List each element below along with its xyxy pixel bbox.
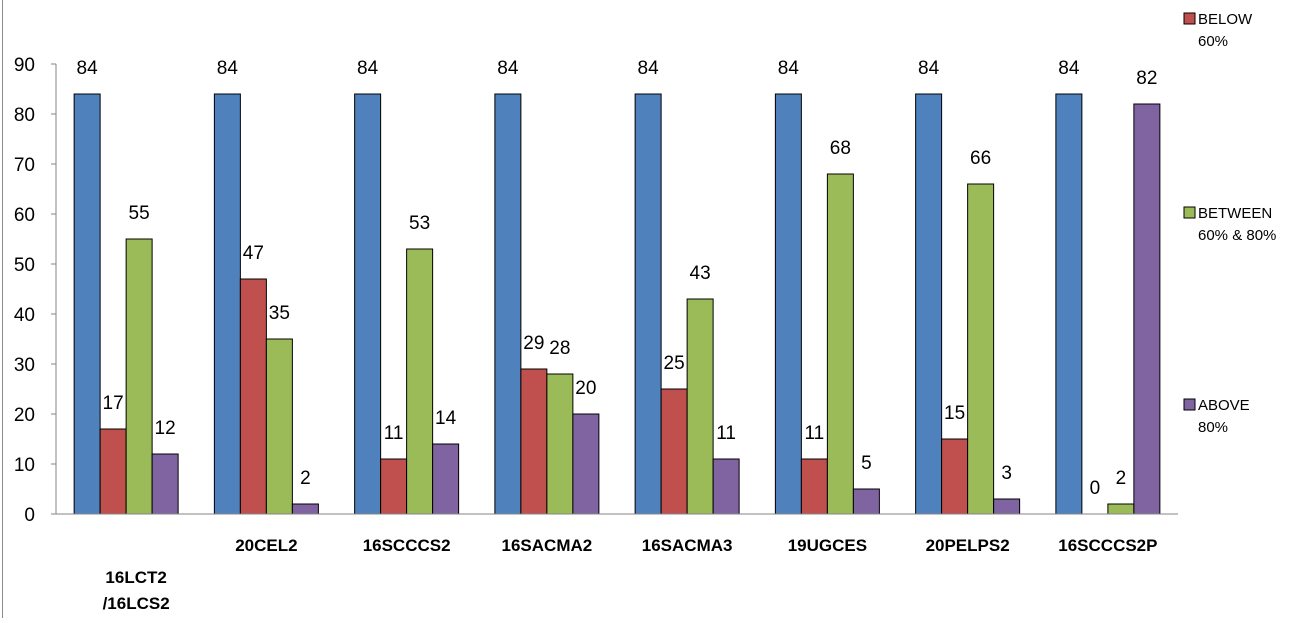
x-tick-label: 16LCT2 [105, 568, 166, 587]
bar [520, 368, 548, 515]
legend-swatch [1183, 398, 1196, 411]
data-label: 84 [778, 58, 800, 79]
bar [432, 443, 460, 515]
x-axis: 16LCT2/16LCS2 20CEL2 16SCCCS2 16SACMA2 16SAC… [56, 513, 1178, 613]
data-label: 15 [944, 403, 965, 424]
data-label: 84 [1058, 58, 1080, 79]
bar [546, 373, 574, 515]
x-tick-label: 19UGCES [788, 536, 867, 555]
legend-swatch [1183, 12, 1196, 25]
data-label: 0 [1090, 478, 1101, 499]
data-label: 25 [664, 353, 685, 374]
data-label: 84 [77, 58, 99, 79]
bar [967, 183, 995, 515]
data-label: 84 [497, 58, 519, 79]
x-tick-label: 16SACMA3 [642, 536, 733, 555]
y-tick-label: 90 [14, 55, 35, 76]
data-label: 35 [269, 303, 290, 324]
bar [852, 488, 880, 515]
bar [686, 298, 714, 515]
x-tick-label: /16LCS2 [103, 594, 170, 613]
y-tick-label: 70 [14, 155, 35, 176]
data-label: 84 [638, 58, 660, 79]
bar [826, 173, 854, 515]
y-tick-label: 20 [14, 405, 35, 426]
bar [291, 503, 319, 515]
data-label: 11 [384, 423, 404, 444]
bar [406, 248, 434, 515]
bar-group [73, 93, 1161, 515]
y-tick-label: 40 [14, 305, 35, 326]
bar [1133, 103, 1161, 515]
data-label: 28 [549, 338, 570, 359]
bar [99, 428, 127, 515]
data-label: 84 [357, 58, 379, 79]
data-label: 84 [217, 58, 239, 79]
x-tick-label: 16SACMA2 [502, 536, 593, 555]
y-tick-label: 10 [14, 455, 35, 476]
y-tick-label: 60 [14, 205, 35, 226]
bar [572, 413, 600, 515]
legend-label: ABOVE 80% [1198, 397, 1250, 436]
data-label: 20 [575, 378, 596, 399]
bar [800, 458, 828, 515]
x-tick-label: 20PELPS2 [926, 536, 1010, 555]
legend: BELOW 60% BETWEEN 60% & 80% ABOVE 80% [1183, 11, 1276, 436]
bar [660, 388, 688, 515]
data-label: 82 [1136, 68, 1157, 89]
y-tick-label: 80 [14, 105, 35, 126]
data-label: 43 [690, 263, 711, 284]
bar [1107, 503, 1135, 515]
data-label: 11 [716, 423, 736, 444]
bar [634, 93, 662, 515]
data-label: 3 [1001, 463, 1012, 484]
bar [354, 93, 382, 515]
data-label: 29 [523, 333, 544, 354]
data-label: 5 [861, 453, 872, 474]
data-label: 2 [1116, 468, 1127, 489]
bar [993, 498, 1021, 515]
legend-swatch [1183, 206, 1196, 219]
legend-label: BELOW 60% [1198, 11, 1253, 50]
x-tick-label: 20CEL2 [235, 536, 297, 555]
frame-left-border [2, 0, 3, 618]
data-label: 55 [129, 203, 150, 224]
data-label: 14 [435, 408, 457, 429]
bar [1055, 93, 1083, 515]
bar [380, 458, 408, 515]
data-label: 11 [805, 423, 825, 444]
y-tick-label: 0 [24, 505, 35, 526]
bar [265, 338, 293, 515]
bar [151, 453, 179, 515]
x-tick-label: 16SCCCS2P [1058, 536, 1157, 555]
data-label: 17 [103, 393, 124, 414]
bar [712, 458, 740, 515]
bar [494, 93, 522, 515]
data-label: 12 [155, 418, 176, 439]
bar [239, 278, 267, 515]
y-tick-label: 50 [14, 255, 35, 276]
data-label: 84 [918, 58, 940, 79]
data-label: 68 [830, 138, 851, 159]
legend-label: BETWEEN 60% & 80% [1198, 205, 1276, 244]
data-label: 53 [409, 213, 430, 234]
bar [125, 238, 153, 515]
bar [213, 93, 241, 515]
bar [941, 438, 969, 515]
bar [73, 93, 101, 515]
data-label: 66 [970, 148, 991, 169]
y-axis: 0 10 20 30 40 50 60 70 80 90 [14, 55, 57, 526]
bar [915, 93, 943, 515]
x-tick-label: 16SCCCS2 [363, 536, 451, 555]
data-label: 2 [300, 468, 311, 489]
data-label: 47 [243, 243, 264, 264]
y-tick-label: 30 [14, 355, 35, 376]
bar [774, 93, 802, 515]
